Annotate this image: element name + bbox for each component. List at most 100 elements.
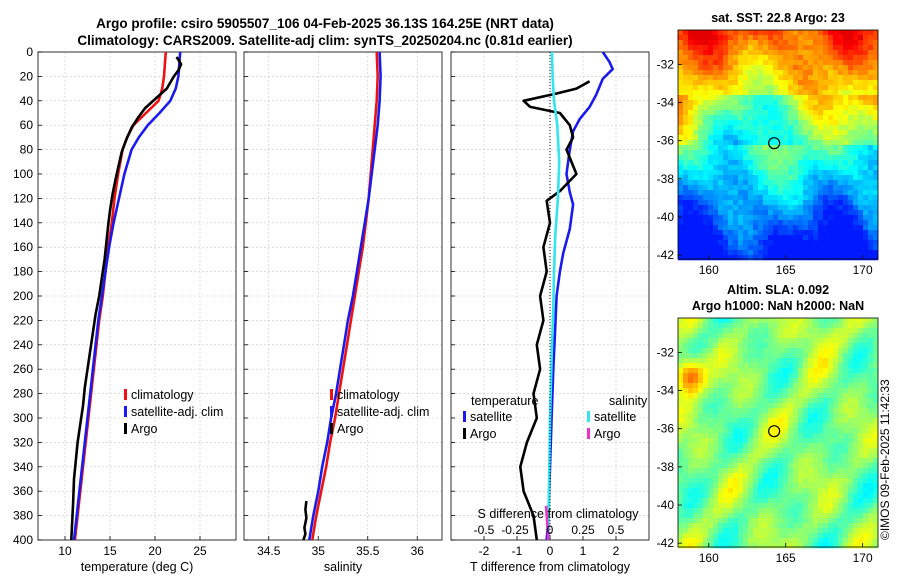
y-tick-label: 400 [13, 533, 33, 547]
y-tick-label: 280 [13, 387, 33, 401]
y-tick-label: 120 [13, 191, 33, 205]
legend-swatch [124, 406, 127, 417]
legend-entry: Argo [594, 427, 620, 441]
sst-map-field [678, 30, 879, 261]
x-tick-label: 25 [193, 544, 207, 558]
y-tick-label: -42 [657, 536, 675, 550]
legend-entry: satellite-adj. clim [337, 405, 429, 419]
series-line-satellite-adj-clim [308, 52, 382, 540]
y-tick-label: -36 [657, 422, 675, 436]
legend-swatch [463, 411, 466, 422]
top-tick-label: 0.5 [608, 523, 625, 537]
y-tick-label: -34 [657, 384, 675, 398]
difference-panel: -2 -1 0 1 2 T difference from climatology S di… [450, 51, 650, 574]
difference-top-xlabel: S difference from climatology [478, 507, 640, 521]
y-tick-label: 60 [20, 118, 34, 132]
y-tick-label: -32 [657, 345, 675, 359]
top-tick-label: -0.5 [474, 523, 495, 537]
x-tick-label: 36 [411, 544, 425, 558]
legend-title-salinity: salinity [609, 394, 648, 408]
y-tick-label: 220 [13, 313, 33, 327]
legend-swatch [330, 423, 333, 434]
series-line-argo [70, 56, 183, 540]
series-line-t-argo [519, 80, 591, 540]
y-tick-label: -38 [657, 460, 675, 474]
y-tick-label: 0 [26, 45, 33, 59]
legend-title-temperature: temperature [471, 394, 538, 408]
series-line-satellite-adj-clim [72, 52, 182, 540]
y-tick-label: 260 [13, 362, 33, 376]
legend-entry: satellite [594, 410, 636, 424]
sst-map-panel: 160 165 170 -32 -34 -36 -38 -40 -42 sat. SST: 22.… [657, 11, 879, 277]
x-tick-label: 15 [103, 544, 117, 558]
legend-swatch [124, 389, 127, 400]
y-tick-label: 300 [13, 411, 33, 425]
legend-entry: climatology [131, 388, 194, 402]
y-tick-label: 40 [20, 94, 34, 108]
y-tick-label: 180 [13, 265, 33, 279]
legend-swatch [463, 428, 466, 439]
y-tick-label: -40 [657, 498, 675, 512]
x-tick-label: -2 [479, 544, 490, 558]
difference-xlabel: T difference from climatology [470, 560, 631, 574]
top-tick-label: 0.25 [571, 523, 595, 537]
y-tick-label: 320 [13, 435, 33, 449]
series-line-t-satellite [545, 52, 614, 540]
x-tick-label: 160 [699, 263, 719, 277]
y-tick-label: -40 [657, 210, 675, 224]
y-tick-label: 20 [20, 69, 34, 83]
legend-swatch [587, 428, 590, 439]
temperature-panel: 10 15 20 25 0 20 40 60 80 100 120 140 160 180 200 220 24… [13, 45, 237, 574]
x-tick-label: -1 [512, 544, 523, 558]
legend-swatch [124, 423, 127, 434]
sla-map-panel: 160 165 170 -32 -34 -36 -38 -40 -42 Altim. SLA: 0… [657, 283, 879, 565]
legend-swatch [330, 406, 333, 417]
series-line-argo [302, 500, 308, 540]
y-tick-label: 360 [13, 484, 33, 498]
imos-timestamp: ©IMOS 09-Feb-2025 11:42:33 [878, 379, 892, 540]
y-tick-label: -34 [657, 96, 675, 110]
series-line-climatology [73, 52, 168, 540]
y-tick-label: -42 [657, 248, 675, 262]
y-tick-label: -32 [657, 57, 675, 71]
argo-position-marker [768, 137, 781, 150]
sla-map-title: Argo h1000: NaN h2000: NaN [692, 299, 864, 313]
x-tick-label: 35 [312, 544, 326, 558]
y-tick-label: 380 [13, 509, 33, 523]
series-line-s-argo [544, 505, 550, 540]
x-tick-label: 2 [613, 544, 620, 558]
x-tick-label: 165 [776, 263, 796, 277]
y-tick-label: -36 [657, 134, 675, 148]
y-tick-label: -38 [657, 172, 675, 186]
series-line-s-satellite [547, 52, 561, 540]
x-tick-label: 34.5 [257, 544, 281, 558]
legend-entry: Argo [470, 427, 496, 441]
y-tick-label: 200 [13, 289, 33, 303]
top-tick-label: -0.25 [501, 523, 529, 537]
x-tick-label: 0 [547, 544, 554, 558]
temperature-xlabel: temperature (deg C) [81, 560, 194, 574]
salinity-xlabel: salinity [324, 560, 363, 574]
x-tick-label: 170 [853, 551, 873, 565]
x-tick-label: 160 [699, 551, 719, 565]
y-tick-label: 160 [13, 240, 33, 254]
series-line-climatology [311, 52, 379, 540]
x-tick-label: 10 [58, 544, 72, 558]
y-tick-label: 140 [13, 216, 33, 230]
x-tick-label: 20 [148, 544, 162, 558]
legend-entry: satellite [470, 410, 512, 424]
x-tick-label: 35.5 [356, 544, 380, 558]
sla-map-field [678, 318, 879, 549]
legend-entry: Argo [337, 422, 363, 436]
legend-swatch [330, 389, 333, 400]
sla-map-frame [677, 317, 879, 548]
y-tick-label: 340 [13, 460, 33, 474]
y-tick-label: 100 [13, 167, 33, 181]
y-tick-label: 240 [13, 338, 33, 352]
legend-swatch [587, 411, 590, 422]
figure-title-line1: Argo profile: csiro 5905507_106 04-Feb-2… [96, 16, 554, 31]
legend-entry: climatology [337, 388, 400, 402]
sst-map-title: sat. SST: 22.8 Argo: 23 [711, 11, 845, 25]
sla-map-title: Altim. SLA: 0.092 [727, 283, 829, 297]
